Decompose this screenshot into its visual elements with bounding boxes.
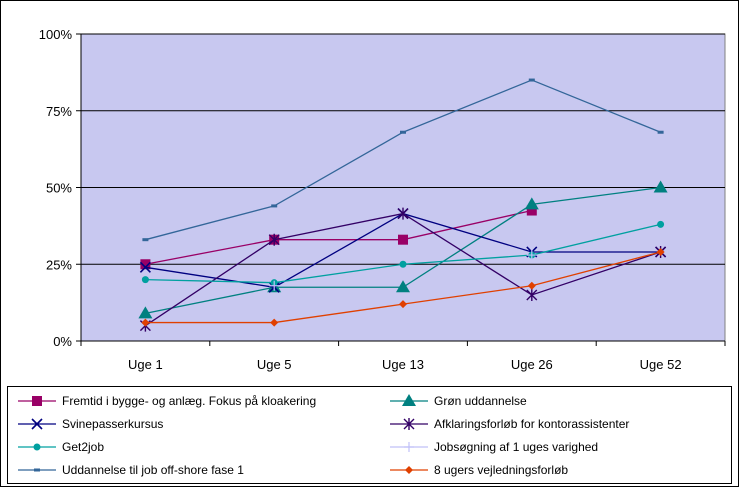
data-point — [526, 250, 537, 261]
legend-entry: 8 ugers vejledningsforløb — [390, 463, 568, 477]
legend-entry: Grøn uddannelse — [390, 394, 527, 408]
series-line — [145, 209, 532, 265]
legend-entry: Fremtid i bygge- og anlæg. Fokus på kloa… — [18, 394, 316, 408]
data-point — [140, 259, 151, 270]
series-5 — [269, 250, 537, 291]
data-point — [141, 276, 149, 284]
series-7 — [141, 247, 665, 327]
series-group — [138, 78, 668, 332]
data-point — [657, 130, 664, 134]
legend-label: Svinepasserkursus — [62, 417, 163, 431]
data-point — [657, 220, 665, 228]
y-axis-ticks: 0% 25% 50% 75% 100% — [39, 27, 82, 349]
x-tick-label: Uge 1 — [128, 357, 163, 372]
series-1 — [138, 180, 668, 319]
legend: Fremtid i bygge- og anlæg. Fokus på kloa… — [7, 386, 732, 484]
data-point — [528, 78, 535, 82]
data-point — [653, 180, 668, 193]
data-point — [142, 238, 149, 242]
legend-label: Get2job — [62, 440, 104, 454]
legend-label: Jobsøgning af 1 uges varighed — [434, 440, 598, 454]
x-tick-label: Uge 52 — [640, 357, 682, 372]
legend-label: Grøn uddannelse — [434, 394, 527, 408]
legend-entry: Afklaringsforløb for kontorassistenter — [390, 417, 629, 431]
x-tick-label: Uge 26 — [511, 357, 553, 372]
x-tick-label: Uge 13 — [382, 357, 424, 372]
legend-label: Fremtid i bygge- og anlæg. Fokus på kloa… — [62, 394, 316, 408]
data-point — [270, 318, 279, 327]
legend-marker — [405, 466, 413, 474]
data-point — [271, 204, 278, 208]
data-point — [138, 306, 153, 319]
legend-marker — [404, 442, 414, 452]
data-point — [526, 288, 538, 301]
data-point — [268, 233, 280, 246]
data-point — [527, 281, 536, 290]
data-point — [524, 197, 539, 210]
y-tick-label: 100% — [39, 27, 73, 42]
x-tick-label: Uge 5 — [257, 357, 292, 372]
legend-marker — [403, 418, 415, 430]
line-chart: 0%25%50%75%100% Uge 1 Uge 5 Uge 13 Uge 26 Ug… — [39, 27, 726, 372]
y-tick-label: 75% — [46, 104, 72, 119]
legend-marker — [31, 418, 43, 430]
x-axis-ticks: Uge 1 Uge 5 Uge 13 Uge 26 Uge 52 — [80, 341, 726, 372]
legend-label: Afklaringsforløb for kontorassistenter — [434, 417, 629, 431]
data-point — [141, 318, 150, 327]
data-point — [397, 207, 409, 220]
data-point — [269, 280, 280, 291]
legend-label: 8 ugers vejledningsforløb — [434, 463, 568, 477]
y-tick-label: 50% — [46, 181, 72, 196]
data-point — [400, 130, 406, 134]
data-point — [399, 300, 407, 309]
data-point — [399, 260, 407, 268]
legend-label: Uddannelse til job off-shore fase 1 — [62, 463, 244, 477]
legend-marker — [34, 468, 40, 472]
data-point — [656, 247, 665, 256]
y-tick-label: 25% — [46, 257, 72, 272]
legend-entry: Svinepasserkursus — [18, 417, 163, 431]
legend-entry: Jobsøgning af 1 uges varighed — [390, 440, 598, 454]
legend-marker — [32, 396, 42, 406]
data-point — [139, 261, 151, 273]
series-6 — [142, 78, 664, 242]
legend-marker — [402, 394, 416, 406]
data-point — [526, 205, 537, 216]
y-tick-label: 0% — [53, 334, 72, 349]
data-point — [398, 234, 408, 245]
legend-marker — [33, 443, 41, 451]
legend-entry: Get2job — [18, 440, 104, 454]
series-4 — [141, 220, 665, 287]
data-point — [396, 280, 410, 293]
legend-entry: Uddannelse til job off-shore fase 1 — [18, 463, 244, 477]
